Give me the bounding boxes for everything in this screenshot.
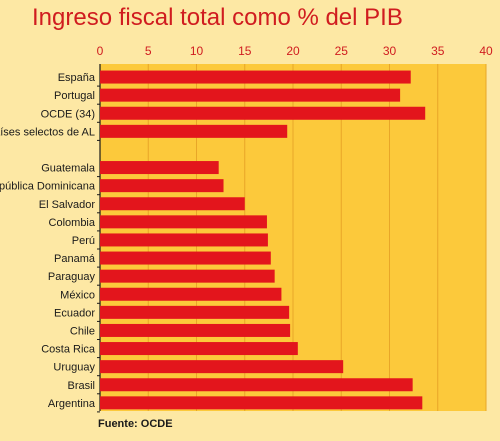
bar [100,233,268,247]
bar [100,106,426,120]
category-label: Costa Rica [41,344,96,356]
category-label: Uruguay [53,362,95,374]
category-label: México [60,289,95,301]
x-tick-label: 35 [431,44,445,58]
category-label: Argentina [48,398,96,410]
x-tick-label: 5 [145,44,152,58]
chart-title: Ingreso fiscal total como % del PIB [32,4,403,31]
category-label: Ecuador [54,307,95,319]
bar [100,124,288,138]
x-tick-label: 40 [479,44,493,58]
bar [100,269,275,283]
x-tick-label: 25 [335,44,349,58]
category-label: Países selectos de AL [0,126,95,138]
bar [100,197,245,211]
bar [100,323,291,337]
category-label: Guatemala [41,163,96,175]
bar [100,88,401,102]
category-label: El Salvador [39,199,96,211]
category-label: Panamá [54,253,96,265]
bar [100,161,219,175]
category-label: Perú [72,235,95,247]
category-label: OCDE (34) [41,108,95,120]
bar [100,342,298,356]
bar [100,378,413,392]
category-label: República Dominicana [0,181,96,193]
source-note: Fuente: OCDE [98,418,173,430]
bar [100,396,423,410]
category-label: Brasil [67,380,95,392]
bar [100,251,271,265]
category-label: Chile [70,325,95,337]
bar [100,287,282,301]
x-tick-label: 0 [97,44,104,58]
category-label: Portugal [54,90,95,102]
category-label: España [58,72,96,84]
x-tick-label: 30 [383,44,397,58]
bar [100,70,411,84]
category-label: Colombia [49,217,96,229]
x-tick-label: 15 [238,44,252,58]
x-tick-label: 10 [190,44,204,58]
bar [100,305,290,319]
bar [100,179,224,193]
bar [100,360,344,374]
x-tick-label: 20 [286,44,300,58]
category-label: Paraguay [48,271,96,283]
bar [100,215,267,229]
